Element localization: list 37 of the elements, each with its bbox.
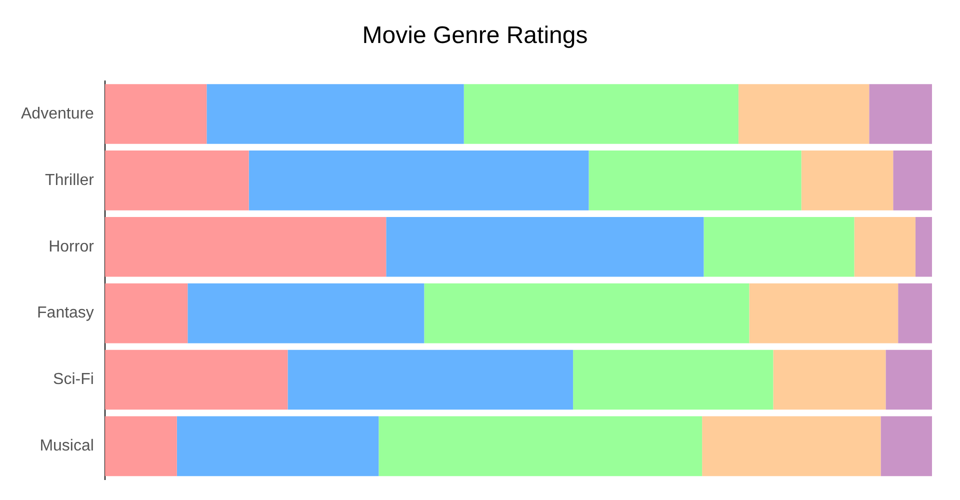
bar (773, 350, 886, 410)
bar (104, 283, 188, 344)
bar (588, 150, 802, 210)
bar (869, 84, 932, 144)
bar (176, 416, 379, 476)
bar (801, 150, 894, 210)
bar (378, 416, 702, 476)
y-tick-label: Thriller (45, 172, 95, 189)
bar (288, 350, 574, 410)
bar (424, 283, 750, 344)
y-tick-label: Sci-Fi (53, 371, 94, 388)
y-tick-label: Adventure (21, 105, 94, 122)
bar (738, 84, 870, 144)
bar (248, 150, 589, 210)
bar (854, 216, 916, 277)
y-tick-label: Horror (48, 238, 95, 256)
bar (880, 416, 932, 476)
bar (702, 416, 881, 476)
bar (704, 216, 854, 277)
chart-title: Movie Genre Ratings (362, 22, 588, 50)
bar (464, 84, 738, 144)
bar (386, 216, 704, 277)
y-tick-label: Fantasy (37, 304, 94, 322)
bar (749, 283, 898, 344)
bar (915, 216, 932, 277)
bar (104, 84, 207, 144)
bar (104, 416, 177, 476)
bar (886, 350, 932, 410)
y-tick-label: Musical (40, 438, 94, 455)
bar (206, 84, 464, 144)
bar (104, 350, 288, 410)
bar (573, 350, 774, 410)
bar (898, 283, 932, 344)
bar (104, 150, 249, 210)
bar (188, 283, 424, 344)
bar (893, 150, 932, 210)
bar (104, 216, 386, 277)
